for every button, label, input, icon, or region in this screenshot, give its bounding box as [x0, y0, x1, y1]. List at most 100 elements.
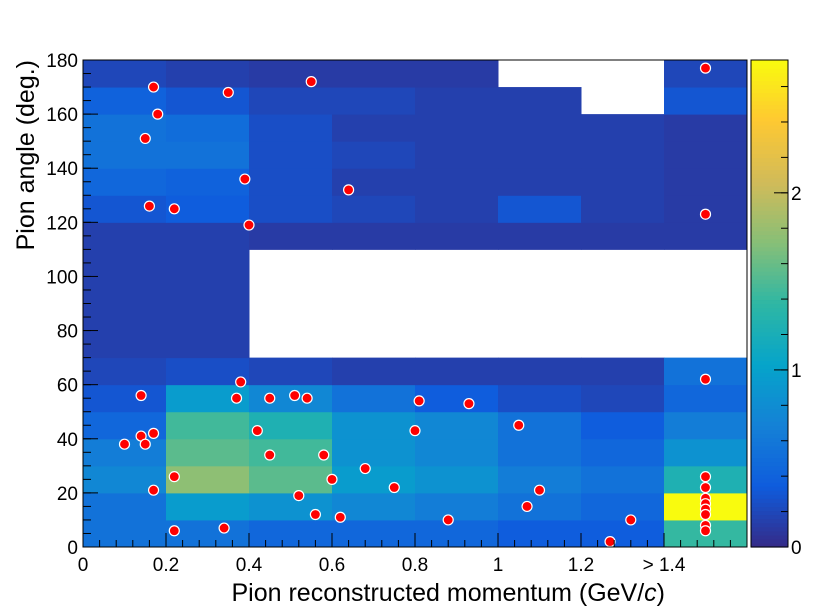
heatmap-cell [581, 168, 665, 196]
color-scale-step [751, 210, 788, 215]
color-scale-step [751, 120, 788, 126]
data-point [604, 535, 616, 548]
x-axis-title-main: Pion reconstructed momentum (GeV/ [232, 579, 645, 607]
heatmap-cell [83, 114, 167, 142]
color-scale-step [751, 486, 788, 491]
color-scale-step [751, 88, 788, 94]
heatmap-cell [415, 357, 499, 386]
data-point [168, 471, 180, 483]
heatmap-cell [249, 114, 333, 142]
color-scale-step [751, 100, 788, 106]
color-scale-step [751, 530, 788, 536]
data-point [463, 398, 475, 410]
y-tick-label: 0 [67, 538, 78, 559]
heatmap-cell [664, 141, 748, 169]
heatmap-cell [664, 114, 748, 142]
y-tick-label: 80 [57, 322, 78, 343]
heatmap-cell [249, 141, 333, 169]
heatmap-cell [498, 384, 582, 413]
color-scale-step [751, 303, 788, 309]
heatmap-cell [332, 492, 416, 521]
y-tick-label: 40 [57, 430, 78, 451]
heatmap-cell [581, 114, 665, 142]
data-point [218, 522, 230, 534]
color-scale-step [751, 538, 788, 544]
heatmap-cell [664, 384, 748, 413]
heatmap-cell [498, 87, 582, 115]
color-scale-step [751, 157, 788, 163]
color-scale-step [751, 214, 788, 219]
color-scale-step [751, 465, 788, 471]
color-scale-step [751, 262, 788, 268]
color-scale-step [751, 307, 788, 313]
color-scale-step [751, 72, 788, 77]
color-scale-step [751, 295, 788, 301]
heatmap-cell [249, 519, 333, 548]
color-scale-step [751, 498, 788, 503]
y-axis: 0 20 40 60 80 100 120 140 160 180 [46, 51, 98, 559]
color-scale-step [751, 137, 788, 142]
color-scale-step [751, 76, 788, 81]
heatmap-cell [498, 492, 582, 521]
heatmap-cell [664, 222, 748, 250]
heatmap-cell [249, 168, 333, 196]
data-point [301, 392, 313, 404]
heatmap-cell [498, 519, 582, 548]
color-scale-step [751, 356, 788, 361]
data-point [243, 219, 255, 231]
color-scale-step [751, 461, 788, 467]
heatmap-cell [498, 195, 582, 223]
color-scale-step [751, 429, 788, 434]
heatmap-cell [166, 141, 250, 169]
heatmap-cell [332, 222, 416, 250]
heatmap-cell [415, 384, 499, 413]
color-scale-step [751, 421, 788, 426]
color-scale-step [751, 441, 788, 447]
data-point [152, 108, 164, 120]
heatmap-cell [581, 492, 665, 521]
heatmap-cell [332, 438, 416, 467]
data-point [343, 184, 355, 196]
color-scale-step [751, 92, 788, 98]
data-point [239, 173, 251, 185]
color-scale-step [751, 400, 788, 406]
color-scale-step [751, 514, 788, 520]
heatmap-cell [581, 222, 665, 250]
heatmap-cell [332, 357, 416, 386]
color-scale-tick-label: 0 [791, 538, 802, 559]
heatmap-cell [498, 168, 582, 196]
color-scale-step [751, 482, 788, 487]
data-point [442, 514, 454, 526]
heatmap-cell [664, 168, 748, 196]
color-scale-step [751, 510, 788, 516]
color-scale-tick-label: 2 [791, 184, 802, 205]
color-scale-step [751, 112, 788, 118]
color-scale-step [751, 348, 788, 353]
color-scale-step [751, 104, 788, 110]
heatmap-cell [581, 195, 665, 223]
color-scale-step [751, 417, 788, 422]
heatmap-cell [249, 222, 333, 250]
color-scale-step [751, 218, 788, 223]
color-scale-step [751, 506, 788, 512]
color-scale-step [751, 534, 788, 540]
data-point [521, 500, 533, 513]
heatmap-cell [415, 87, 499, 115]
heatmap-cell [83, 492, 167, 521]
heatmap-cell [249, 87, 333, 115]
color-scale-step [751, 502, 788, 508]
x-tick-label: > 1.4 [643, 555, 686, 576]
color-scale-step [751, 319, 788, 325]
data-points [118, 62, 712, 548]
heatmap-cell [581, 519, 665, 548]
heatmap-cell [581, 357, 665, 386]
color-scale-step [751, 153, 788, 158]
x-tick-label: 0 [78, 555, 89, 576]
color-scale-step [751, 181, 788, 187]
color-scale-step [751, 189, 788, 195]
heatmap-cell [83, 141, 167, 169]
heatmap-cell [664, 438, 748, 467]
color-scale-step [751, 542, 788, 548]
heatmap-cell [581, 465, 665, 494]
color-scale-step [751, 96, 788, 102]
